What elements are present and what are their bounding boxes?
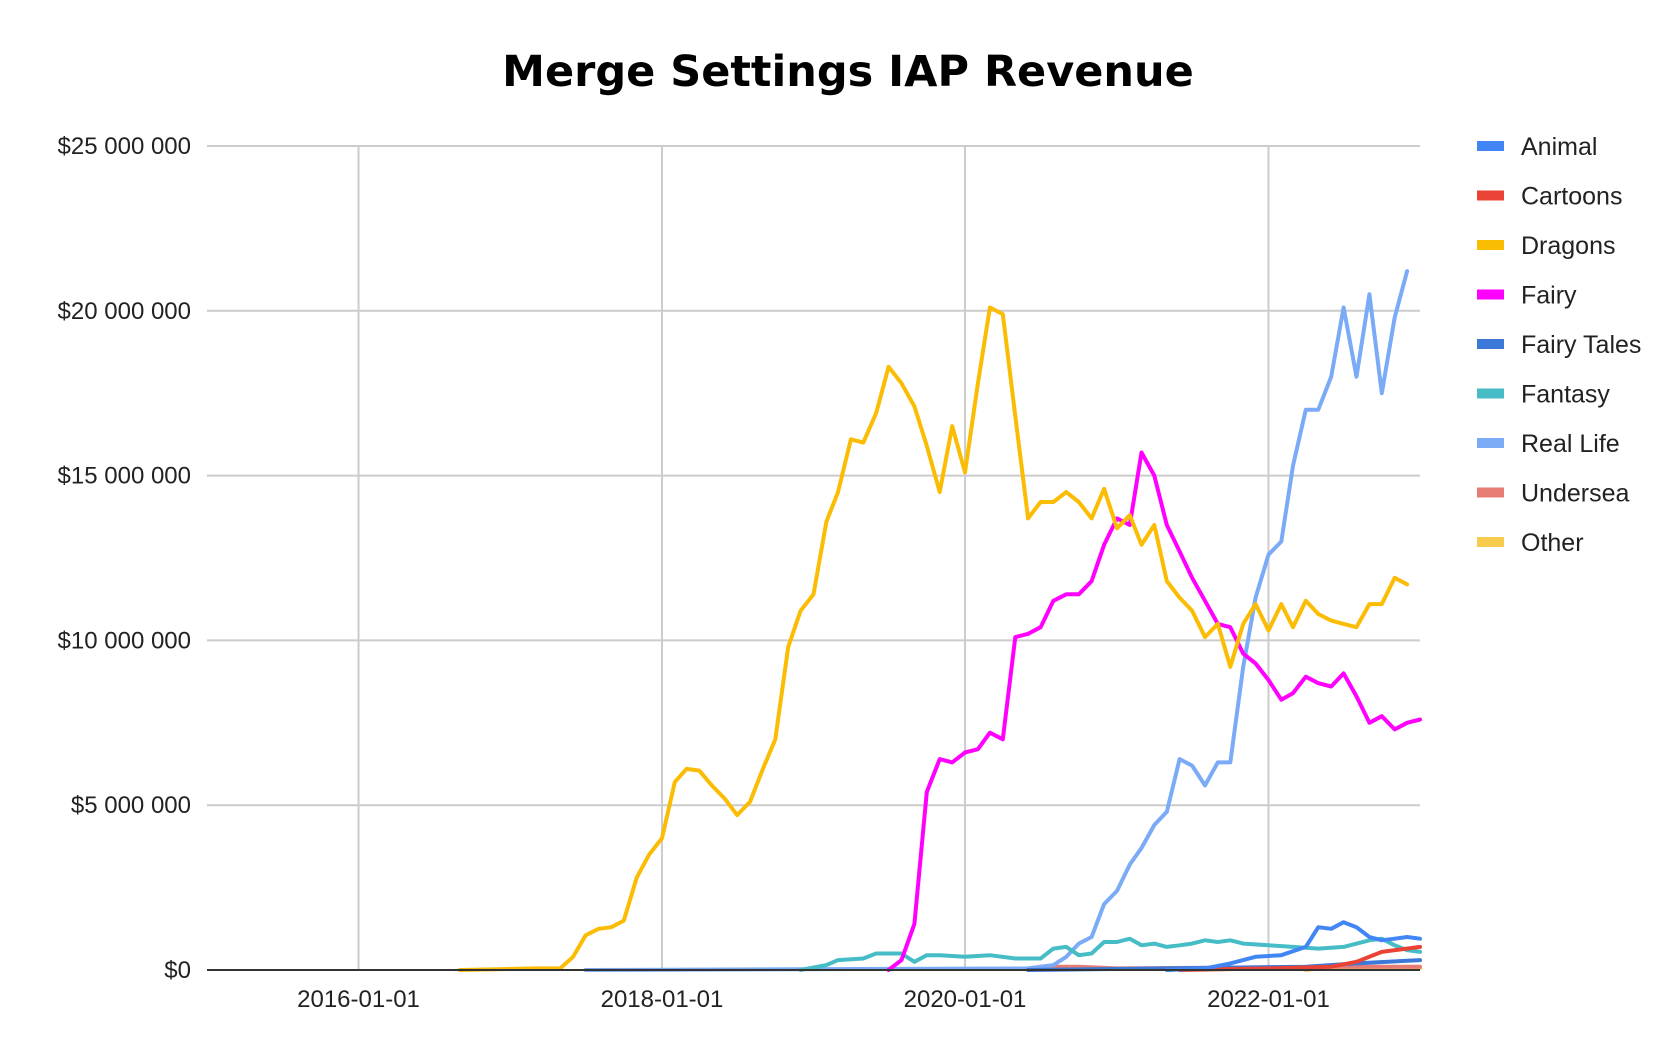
legend: Animal Cartoons Dragons Fairy Fairy Tales Fan… xyxy=(1477,133,1641,557)
legend-swatch-undersea xyxy=(1477,487,1504,498)
series-line-fantasy xyxy=(798,936,1422,972)
y-tick-label: $10 000 000 xyxy=(58,627,191,654)
legend-swatch-other xyxy=(1477,537,1504,547)
legend-label-real-life: Real Life xyxy=(1521,430,1620,458)
x-tick-label: 2020-01-01 xyxy=(904,986,1027,1013)
legend-label-fairy-tales: Fairy Tales xyxy=(1521,331,1641,359)
legend-swatch-animal xyxy=(1477,141,1504,151)
legend-swatch-dragons xyxy=(1477,240,1504,250)
grid xyxy=(207,145,1420,970)
legend-label-dragons: Dragons xyxy=(1521,232,1616,260)
legend-label-cartoons: Cartoons xyxy=(1521,183,1622,211)
y-tick-label: $0 xyxy=(164,957,191,984)
y-tick-label: $5 000 000 xyxy=(71,792,191,819)
x-tick-label: 2016-01-01 xyxy=(297,986,420,1013)
chart-title: Merge Settings IAP Revenue xyxy=(502,47,1194,97)
legend-label-fairy: Fairy xyxy=(1521,282,1577,310)
y-tick-label: $15 000 000 xyxy=(58,463,191,490)
legend-swatch-fairy-tales xyxy=(1477,339,1504,349)
y-tick-label: $20 000 000 xyxy=(58,298,191,325)
legend-swatch-cartoons xyxy=(1477,190,1504,201)
legend-swatch-real-life xyxy=(1477,438,1504,448)
series-lines xyxy=(457,269,1422,972)
x-tick-label: 2018-01-01 xyxy=(601,986,724,1013)
axes: $0 $5 000 000 $10 000 000 $15 000 000 $20 00… xyxy=(58,133,1420,1013)
series-line-real-life xyxy=(583,269,1410,972)
legend-label-other: Other xyxy=(1521,529,1584,557)
y-tick-label: $25 000 000 xyxy=(58,133,191,160)
legend-swatch-fantasy xyxy=(1477,388,1504,399)
series-line-animal xyxy=(1164,920,1422,972)
legend-label-fantasy: Fantasy xyxy=(1521,381,1610,409)
legend-label-animal: Animal xyxy=(1521,133,1597,161)
series-line-cartoons xyxy=(1177,944,1422,972)
series-line-fairy xyxy=(886,450,1422,972)
x-tick-label: 2022-01-01 xyxy=(1207,986,1330,1013)
legend-label-undersea: Undersea xyxy=(1521,480,1629,508)
legend-swatch-fairy xyxy=(1477,289,1504,300)
series-line-dragons xyxy=(457,305,1410,972)
